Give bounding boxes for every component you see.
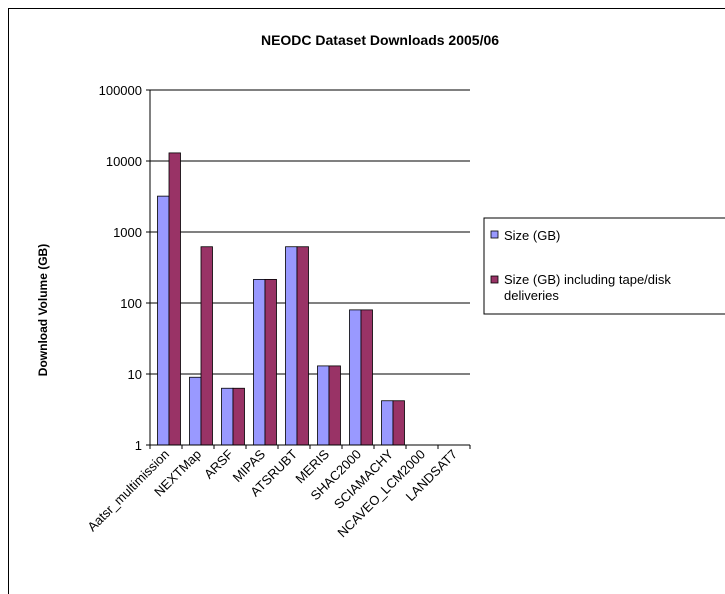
bar-size-incl-deliveries [360, 309, 373, 446]
chart-frame [8, 8, 725, 594]
y-tick-label: 1 [135, 438, 142, 453]
bar-size-incl-deliveries [296, 246, 309, 446]
bar-size [221, 387, 234, 446]
axes [146, 89, 471, 449]
legend-label-size: Size (GB) [504, 228, 560, 243]
chart-title: NEODC Dataset Downloads 2005/06 [261, 32, 499, 48]
bar-size-incl-deliveries [392, 400, 405, 446]
bar-size [189, 376, 202, 446]
y-tick-label: 1000 [113, 225, 142, 240]
bar-size [349, 309, 362, 446]
bar-size-incl-deliveries [328, 365, 341, 446]
legend-box [483, 217, 725, 315]
bars [157, 152, 405, 446]
category-labels: Aatsr_multimissionNEXTMapARSFMIPASATSRUB… [84, 446, 460, 540]
gridlines [150, 89, 470, 375]
bar-size [157, 195, 170, 446]
bar-size [317, 365, 330, 446]
bar-size-incl-deliveries [264, 278, 277, 446]
bar-size-incl-deliveries [168, 152, 181, 446]
legend-swatch-size [490, 230, 499, 239]
y-tick-label: 100000 [99, 83, 142, 98]
legend-label-size-incl-deliveries: deliveries [504, 288, 559, 303]
bar-size-incl-deliveries [200, 246, 213, 446]
bar-size [381, 400, 394, 446]
bar-size-incl-deliveries [232, 387, 245, 446]
y-tick-label: 100 [120, 296, 142, 311]
legend-swatch-size-incl-deliveries [490, 275, 499, 284]
y-tick-label: 10000 [106, 154, 142, 169]
legend: Size (GB) Size (GB) including tape/diskde… [483, 217, 725, 315]
y-tick-labels: 1 10 100 1000 10000 100000 [99, 83, 142, 453]
y-axis-label: Download Volume (GB) [36, 244, 50, 376]
legend-label-size-incl-deliveries: Size (GB) including tape/disk [504, 272, 671, 287]
bar-size [285, 246, 298, 446]
y-tick-label: 10 [128, 367, 142, 382]
bar-size [253, 278, 266, 446]
